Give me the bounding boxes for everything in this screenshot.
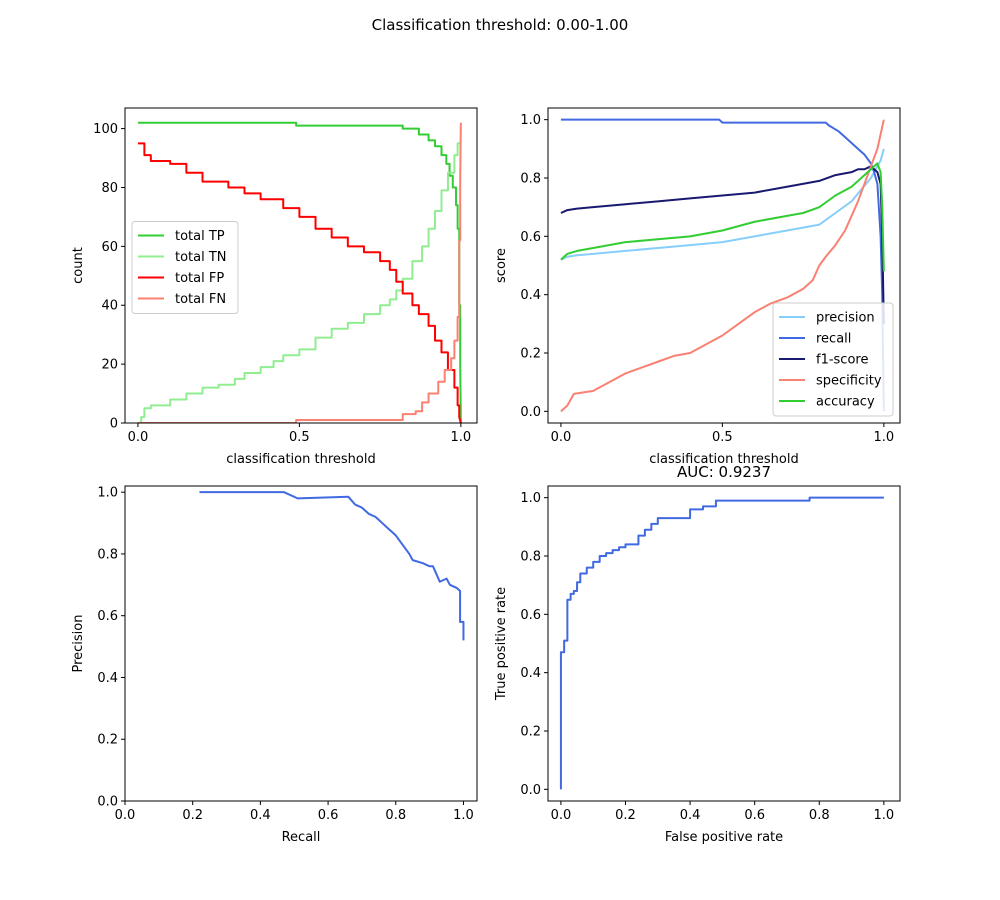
legend-label: accuracy: [816, 395, 875, 410]
plot-area-frame: [547, 107, 901, 424]
x-tick-label: 0.5: [712, 430, 733, 445]
series-group: [137, 121, 462, 423]
y-axis-label: True positive rate: [494, 587, 509, 701]
y-tick-label: 100: [93, 122, 118, 137]
legend-box: [131, 221, 239, 314]
x-tick-label: 0.8: [809, 808, 830, 823]
series-line-specificity: [560, 119, 885, 413]
scores-chart: 0.0 0.5 1.0 0.0 0.2 0.4 0.6 0.8 1.0 classificatio…: [494, 107, 901, 467]
y-tick-label: 0.0: [520, 783, 541, 798]
x-tick-label: 1.0: [874, 808, 895, 823]
counts-chart: 0.0 0.5 1.0 0 20 40 60 80 100 classification thre…: [71, 107, 478, 467]
legend-box: [772, 302, 894, 417]
y-tick-label: 0.6: [520, 608, 541, 623]
series-group: [199, 491, 465, 641]
x-axis-label: classification threshold: [649, 452, 798, 467]
legend-label: total FN: [175, 292, 226, 307]
x-tick-label: 0.2: [182, 808, 203, 823]
y-tick-label: 0.6: [97, 609, 118, 624]
x-tick-label: 0.0: [551, 430, 572, 445]
series-line-total-fp: [137, 142, 462, 423]
x-tick-label: 0.4: [680, 808, 701, 823]
y-tick-label: 0.4: [520, 288, 541, 303]
x-tick-label: 0.0: [128, 430, 149, 445]
x-tick-label: 0.4: [250, 808, 271, 823]
series-group: [560, 118, 885, 413]
series-line-recall: [560, 118, 885, 412]
series-line-total-tn: [137, 142, 461, 423]
legend: total TP total TN total FP total FN: [131, 221, 239, 314]
x-tick-label: 0.0: [551, 808, 572, 823]
y-tick-label: 0.0: [97, 795, 118, 810]
series-line-accuracy: [560, 162, 885, 272]
legend-label: f1-score: [816, 353, 868, 368]
precision-recall-chart: 0.0 0.2 0.4 0.6 0.8 1.0 0.0 0.2 0.4 0.6 0.8 1.0 Reca…: [71, 485, 478, 845]
legend: precision recall f1-score specificity accura…: [772, 302, 894, 417]
y-tick-label: 0.8: [520, 172, 541, 187]
y-tick-label: 80: [101, 181, 118, 196]
y-tick-label: 40: [101, 299, 118, 314]
legend-label: recall: [816, 332, 851, 347]
legend-label: total TN: [175, 250, 227, 265]
y-tick-label: 0.2: [520, 725, 541, 740]
series-line-f1-score: [560, 165, 885, 324]
y-tick-label: 0.2: [97, 733, 118, 748]
y-tick-label: 0.0: [520, 405, 541, 420]
x-tick-label: 0.6: [744, 808, 765, 823]
x-tick-label: 1.0: [453, 808, 474, 823]
series-group: [559, 496, 884, 790]
roc-chart: 0.0 0.2 0.4 0.6 0.8 1.0 0.0 0.2 0.4 0.6 0.8 1.0 Fals…: [494, 463, 901, 845]
y-tick-label: 1.0: [520, 491, 541, 506]
series-line-total-tp: [137, 121, 462, 423]
series-line-precision-recall-curve: [199, 491, 465, 641]
plot-area-frame: [547, 485, 901, 802]
x-tick-label: 0.0: [115, 808, 136, 823]
plot-area-frame: [124, 107, 478, 424]
x-axis-label: False positive rate: [665, 830, 783, 845]
y-tick-label: 0.4: [97, 671, 118, 686]
x-axis-label: Recall: [282, 830, 321, 845]
y-tick-label: 0.2: [520, 347, 541, 362]
y-tick-label: 60: [101, 240, 118, 255]
figure-title: Classification threshold: 0.00-1.00: [372, 16, 629, 34]
y-axis-label: score: [494, 248, 509, 283]
y-tick-label: 1.0: [520, 113, 541, 128]
x-tick-label: 1.0: [874, 430, 895, 445]
y-tick-label: 0.4: [520, 666, 541, 681]
x-tick-label: 1.0: [451, 430, 472, 445]
y-tick-label: 1.0: [97, 486, 118, 501]
x-axis-label: classification threshold: [226, 452, 375, 467]
y-tick-label: 0.8: [97, 547, 118, 562]
chart-title: AUC: 0.9237: [677, 463, 771, 481]
y-tick-label: 20: [101, 358, 118, 373]
x-tick-label: 0.5: [289, 430, 310, 445]
x-tick-label: 0.2: [615, 808, 636, 823]
y-tick-label: 0.8: [520, 550, 541, 565]
y-tick-label: 0: [110, 417, 118, 432]
series-line-roc-curve: [559, 496, 884, 790]
y-tick-label: 0.6: [520, 230, 541, 245]
x-tick-label: 0.6: [318, 808, 339, 823]
series-line-precision: [560, 148, 885, 261]
x-tick-label: 0.8: [385, 808, 406, 823]
y-axis-label: count: [71, 247, 86, 284]
legend-label: total TP: [175, 229, 225, 244]
legend-label: specificity: [816, 374, 882, 389]
legend-label: total FP: [175, 271, 224, 286]
legend-label: precision: [816, 311, 875, 326]
series-line-total-fn: [137, 122, 462, 423]
plot-area-frame: [124, 485, 478, 802]
y-axis-label: Precision: [71, 614, 86, 672]
